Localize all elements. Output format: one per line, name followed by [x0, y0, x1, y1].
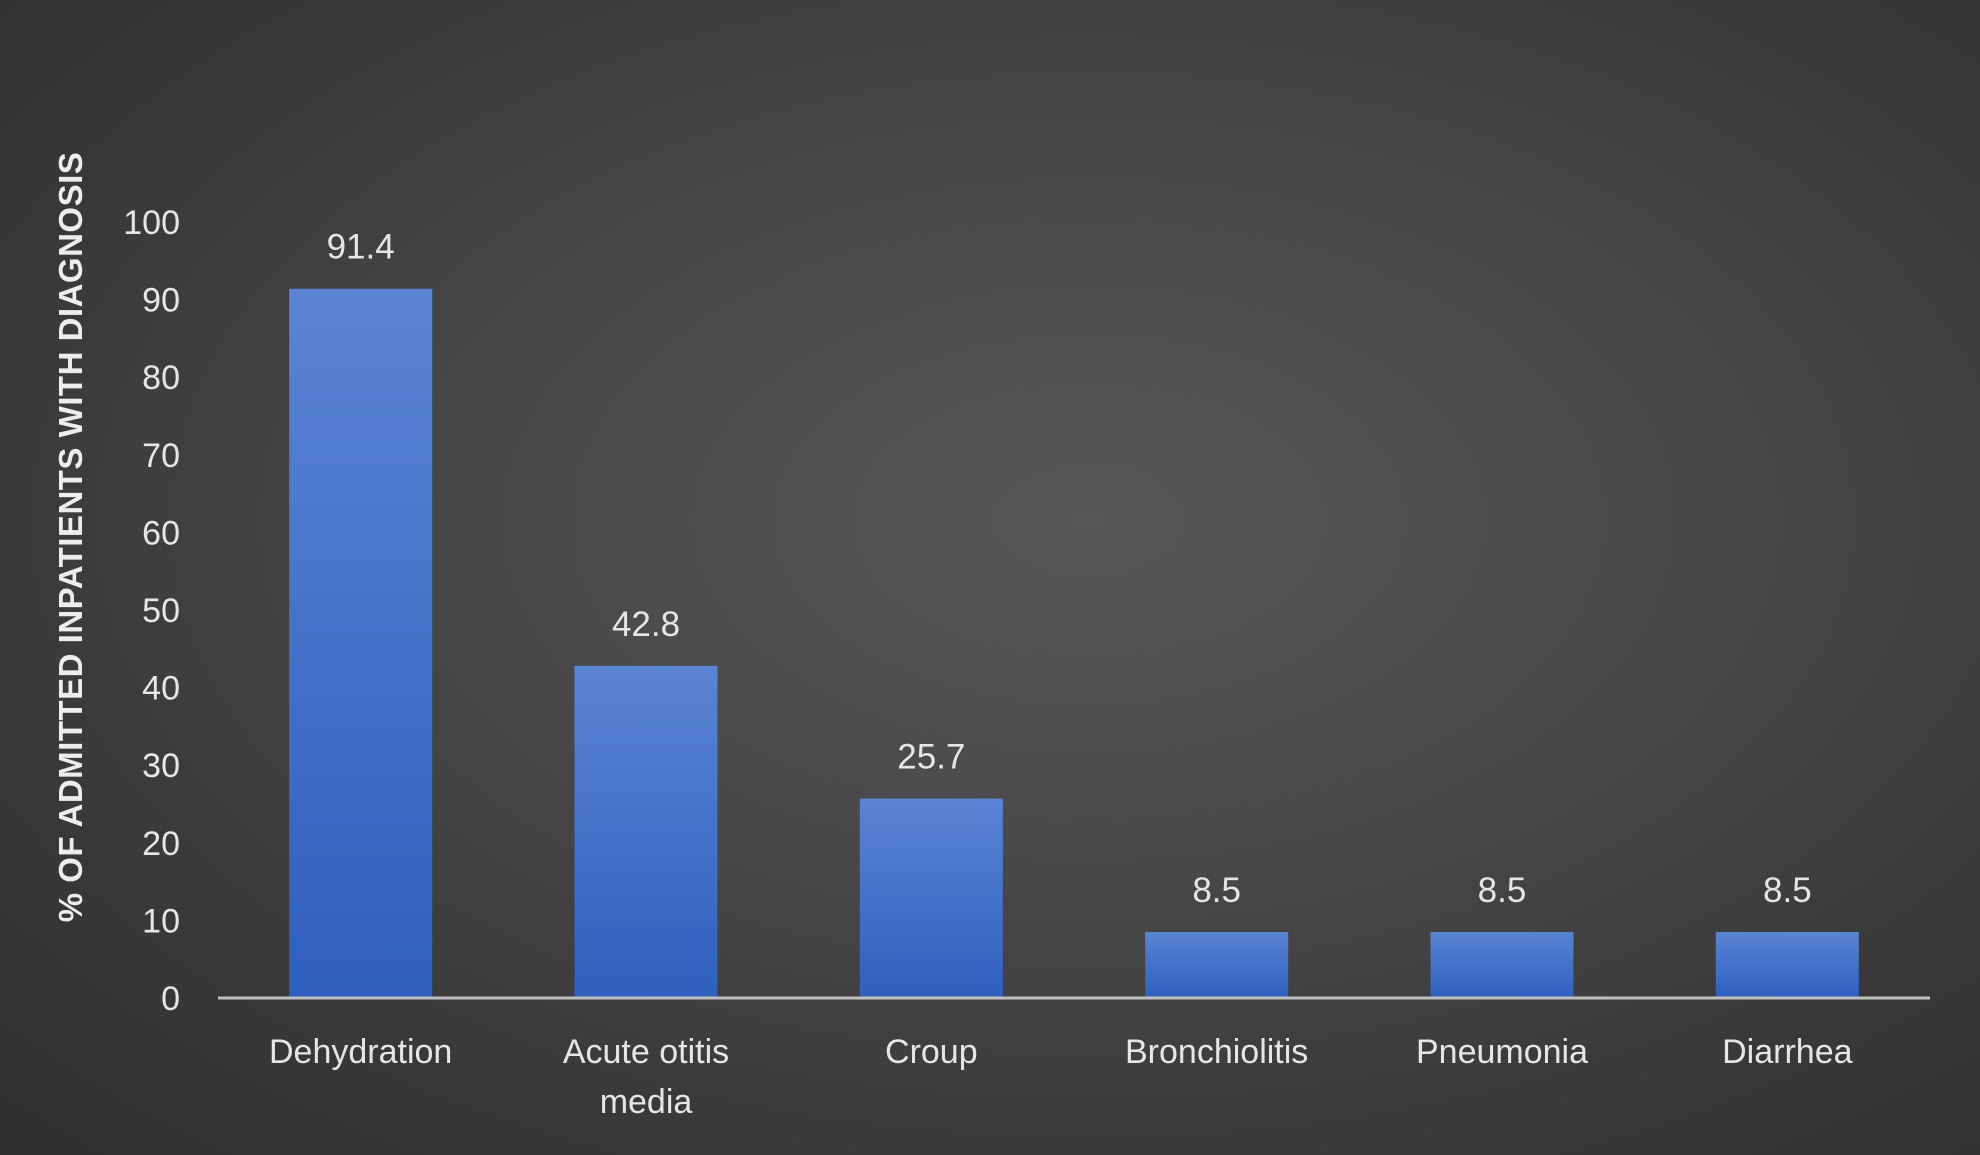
y-tick-label: 50 [142, 592, 180, 630]
y-tick-label: 90 [142, 282, 180, 320]
bar [1430, 932, 1574, 998]
y-tick-label: 10 [142, 902, 180, 940]
data-labels-group: 91.4 42.8 25.7 8.5 8.5 8.5 [327, 228, 1812, 910]
bar-value-label: 8.5 [1763, 871, 1812, 910]
x-category-label: Bronchiolitis [1125, 1033, 1308, 1071]
bar [1145, 932, 1289, 998]
y-tick-label: 40 [142, 670, 180, 708]
y-tick-label: 0 [161, 980, 180, 1018]
y-tick-label: 60 [142, 514, 180, 552]
bars-group [289, 288, 1859, 999]
bar [859, 798, 1003, 998]
bar [289, 288, 433, 999]
bar-value-label: 25.7 [897, 738, 965, 777]
bar [1715, 932, 1859, 998]
y-tick-label: 80 [142, 359, 180, 397]
y-axis-title: % OF ADMITTED INPATIENTS WITH DIAGNOSIS [52, 152, 89, 923]
y-tick-label: 100 [123, 204, 180, 242]
x-category-label: Diarrhea [1722, 1033, 1852, 1071]
y-axis-ticks: 0 10 20 30 40 50 60 70 80 90 100 [123, 204, 180, 1018]
y-tick-label: 20 [142, 825, 180, 863]
y-tick-label: 70 [142, 437, 180, 475]
x-category-label: Dehydration [269, 1033, 452, 1071]
x-category-label: Pneumonia [1416, 1033, 1588, 1071]
category-labels-group: Dehydration Acute otitis media Croup Bronchi… [269, 1033, 1853, 1121]
bar-value-label: 91.4 [327, 228, 395, 267]
bar [574, 665, 718, 998]
y-tick-label: 30 [142, 747, 180, 785]
x-category-label: Acute otitis media [563, 1033, 729, 1121]
bar-value-label: 42.8 [612, 605, 680, 644]
bar-value-label: 8.5 [1192, 871, 1241, 910]
x-category-label: Croup [885, 1033, 978, 1071]
bar-value-label: 8.5 [1478, 871, 1527, 910]
